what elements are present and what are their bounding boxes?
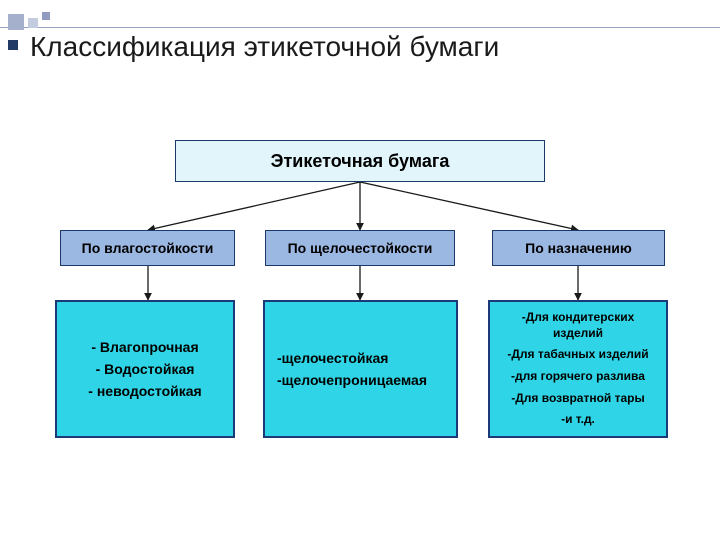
category-node-2: По щелочестойкости (265, 230, 455, 266)
leaf-node-3: -Для кондитерских изделий -Для табачных … (488, 300, 668, 438)
category-label: По влагостойкости (82, 240, 214, 256)
leaf-item: - неводостойкая (88, 383, 201, 399)
leaf-item: - Влагопрочная (91, 339, 198, 355)
leaf-item: -Для кондитерских изделий (498, 310, 658, 341)
category-label: По назначению (525, 240, 632, 256)
leaf-item: -и т.д. (561, 412, 595, 428)
leaf-item: -Для табачных изделий (507, 347, 648, 363)
leaf-item: -Для возвратной тары (511, 391, 645, 407)
leaf-item: -щелочестойкая (277, 350, 388, 366)
category-label: По щелочестойкости (288, 240, 433, 256)
category-node-1: По влагостойкости (60, 230, 235, 266)
root-label: Этикеточная бумага (271, 151, 450, 172)
leaf-item: - Водостойкая (96, 361, 195, 377)
leaf-node-1: - Влагопрочная - Водостойкая - неводосто… (55, 300, 235, 438)
category-node-3: По назначению (492, 230, 665, 266)
leaf-item: -щелочепроницаемая (277, 372, 427, 388)
slide-title: Классификация этикеточной бумаги (30, 30, 670, 64)
leaf-node-2: -щелочестойкая -щелочепроницаемая (263, 300, 458, 438)
root-node: Этикеточная бумага (175, 140, 545, 182)
connector-lines (0, 0, 720, 540)
leaf-item: -для горячего разлива (511, 369, 645, 385)
title-bullet (8, 40, 18, 50)
